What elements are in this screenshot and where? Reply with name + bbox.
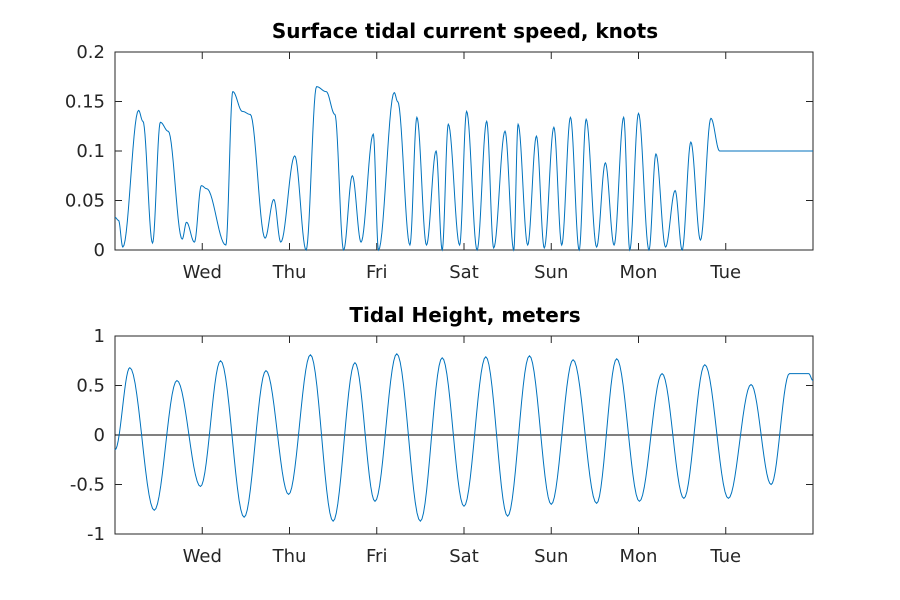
current-speed-xtick-label: Sun xyxy=(534,262,568,283)
current-speed-ytick-label: 0.2 xyxy=(76,42,105,63)
current-speed-xtick-label: Sat xyxy=(449,262,479,283)
tidal-height-ytick-label: 0 xyxy=(94,425,105,446)
tidal-height-xtick-label: Mon xyxy=(620,546,658,567)
current-speed-xtick-label: Fri xyxy=(366,262,387,283)
tidal-height-ytick-label: -1 xyxy=(87,524,105,545)
tidal-height-ytick-label: 1 xyxy=(94,326,105,347)
tidal-height-xtick-label: Thu xyxy=(272,546,307,567)
tidal-height-xtick-label: Wed xyxy=(183,546,222,567)
tidal-height-series-line xyxy=(114,353,814,522)
current-speed-xtick-label: Thu xyxy=(272,262,307,283)
tidal-height-ytick-label: 0.5 xyxy=(76,376,105,397)
current-speed-xtick-label: Tue xyxy=(709,262,741,283)
tidal-height-xtick-label: Fri xyxy=(366,546,387,567)
tidal-height-tick-labels: -1 -0.5 0 0.5 1 Wed Thu Fri Sat Sun Mon Tue xyxy=(70,326,741,567)
current-speed-ytick-label: 0.1 xyxy=(76,141,105,162)
tidal-height-xtick-label: Sun xyxy=(534,546,568,567)
current-speed-ticks xyxy=(115,51,813,251)
current-speed-tick-labels: 0 0.05 0.1 0.15 0.2 Wed Thu Fri Sat Sun Mon Tue xyxy=(65,42,741,283)
current-speed-plot xyxy=(114,86,813,252)
current-speed-ytick-label: 0.15 xyxy=(65,92,105,113)
tidal-height-plot xyxy=(114,353,814,522)
tidal-height-ticks xyxy=(115,335,813,535)
panel-current-speed: Surface tidal current speed, knots 0 0.05… xyxy=(65,19,814,283)
tidal-height-ytick-label: -0.5 xyxy=(70,475,105,496)
current-speed-ytick-label: 0.05 xyxy=(65,191,105,212)
current-speed-xtick-label: Wed xyxy=(183,262,222,283)
tidal-height-xtick-label: Tue xyxy=(709,546,741,567)
current-speed-xtick-label: Mon xyxy=(620,262,658,283)
tidal-height-title: Tidal Height, meters xyxy=(349,303,580,327)
tidal-height-xtick-label: Sat xyxy=(449,546,479,567)
current-speed-title: Surface tidal current speed, knots xyxy=(272,19,658,43)
panel-tidal-height: Tidal Height, meters -1 -0.5 0 0.5 1 Wed Thu Fr… xyxy=(70,303,814,567)
current-speed-series-line xyxy=(114,86,813,252)
current-speed-ytick-label: 0 xyxy=(94,240,105,261)
